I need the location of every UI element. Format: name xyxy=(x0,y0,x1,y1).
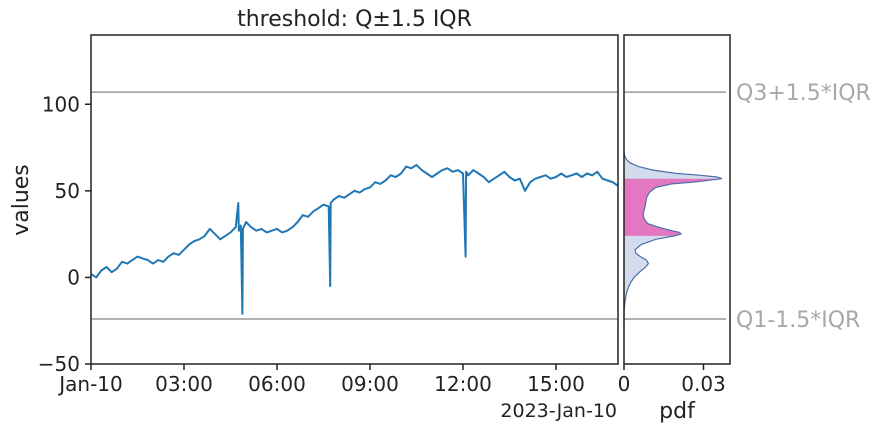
main-plot-area xyxy=(91,35,618,364)
density-x-ticks: 0 0.03 xyxy=(618,364,726,396)
x-tick-label: 09:00 xyxy=(341,372,399,396)
density-plot-frame xyxy=(623,34,731,365)
main-y-ticks: −50 0 50 100 xyxy=(38,92,91,376)
main-x-ticks: Jan-10 03:00 06:00 09:00 12:00 15:00 xyxy=(57,364,585,396)
density-x-axis-label: pdf xyxy=(659,399,696,424)
x-tick-label: 12:00 xyxy=(434,372,492,396)
y-tick-label: 50 xyxy=(55,179,80,203)
density-threshold-lines xyxy=(624,91,726,320)
x-axis-offset-label: 2023-Jan-10 xyxy=(500,400,617,422)
series-line-values xyxy=(90,163,619,315)
density-x-tick-label: 0.03 xyxy=(681,372,726,396)
threshold-label-1: Q1-1.5*IQR xyxy=(736,308,860,333)
y-tick-label: 100 xyxy=(42,92,80,116)
main-plot-frame xyxy=(90,34,619,365)
chart-title: threshold: Q±1.5 IQR xyxy=(237,7,472,32)
y-tick-label: 0 xyxy=(67,265,80,289)
main-plot: Jan-10 03:00 06:00 09:00 12:00 15:00 −50 0 50 10… xyxy=(9,7,619,422)
main-threshold-lines xyxy=(91,91,618,320)
x-tick-label: 15:00 xyxy=(527,372,585,396)
x-tick-label: Jan-10 xyxy=(57,372,123,396)
density-x-tick-label: 0 xyxy=(618,372,631,396)
x-tick-label: 06:00 xyxy=(248,372,306,396)
y-tick-label: −50 xyxy=(38,352,80,376)
x-tick-label: 03:00 xyxy=(155,372,213,396)
density-fill xyxy=(624,152,722,326)
threshold-labels: Q3+1.5*IQR Q1-1.5*IQR xyxy=(736,81,871,333)
density-edge-line xyxy=(623,152,723,326)
threshold-label-0: Q3+1.5*IQR xyxy=(736,81,871,106)
y-axis-label: values xyxy=(9,164,34,236)
